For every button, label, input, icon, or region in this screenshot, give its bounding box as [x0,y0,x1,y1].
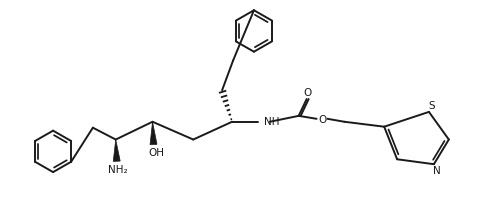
Text: NH: NH [264,117,280,127]
Text: N: N [433,166,441,176]
Text: S: S [429,101,435,111]
Text: OH: OH [149,148,165,158]
Text: O: O [303,88,312,98]
Polygon shape [150,122,157,145]
Text: NH₂: NH₂ [108,165,128,175]
Text: O: O [318,115,327,125]
Polygon shape [113,140,120,161]
